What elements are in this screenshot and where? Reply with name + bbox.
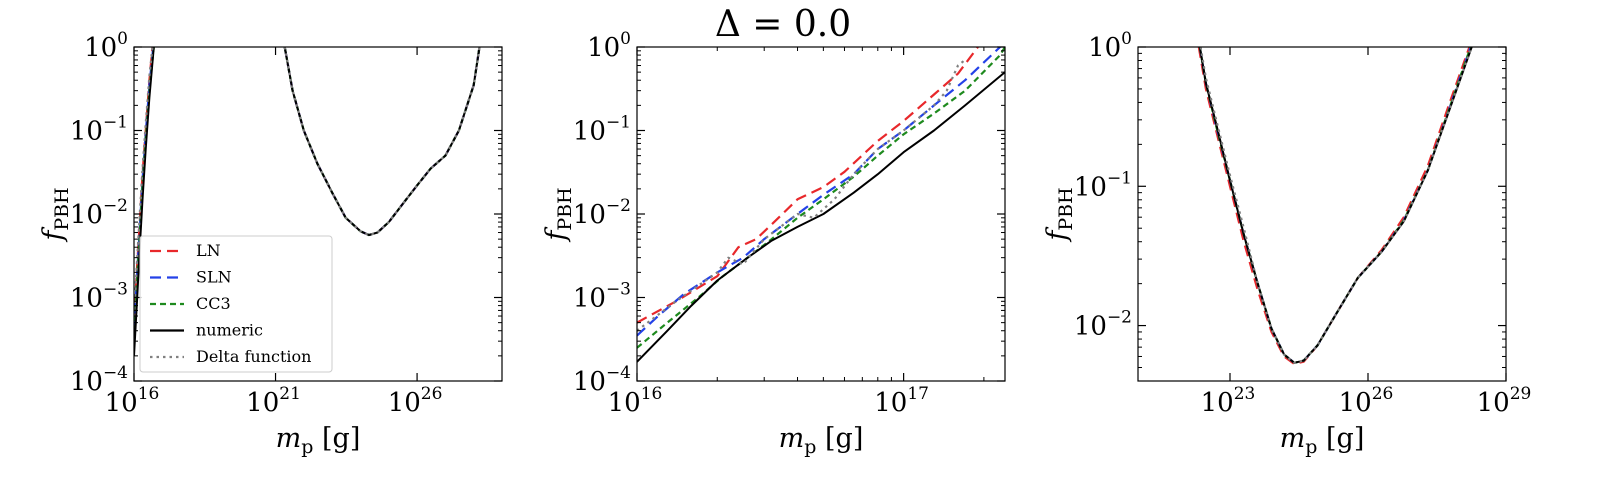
y-tick-label: 10−1 [1074,168,1132,202]
legend-label: Delta function [196,347,311,366]
chart-panel-3: 1023 1026 1029 100 10−1 10−2 mp [g] fPBH [1042,29,1531,458]
series-line-ln [283,47,481,237]
y-axis-label: fPBH [38,187,73,242]
legend-label: SLN [196,268,232,287]
series-line-sln [637,47,1001,337]
legend-label: LN [196,241,221,260]
series-line-cc3 [283,47,481,237]
plot-frame [636,46,1006,382]
series-group [134,47,481,356]
figure-title: Δ = 0.0 [715,4,851,45]
x-tick-label: 1029 [1477,384,1532,418]
y-tick-label: 10−2 [573,196,631,230]
series-group [637,47,1005,363]
series-line-numeric [1198,47,1473,364]
y-tick-label: 100 [587,29,631,63]
x-tick-label: 1021 [246,384,301,418]
y-tick-label: 100 [1088,29,1132,63]
series-line-numeric [283,47,481,236]
y-axis-label: fPBH [541,187,576,242]
y-axis-label: fPBH [1042,187,1077,242]
y-tick-label: 100 [84,29,128,63]
legend-label: CC3 [196,294,231,313]
series-line-delta-function [637,59,966,332]
x-tick-label: 1017 [874,384,929,418]
series-group [1197,47,1473,366]
x-tick-label: 1016 [608,384,663,418]
y-tick-label: 10−2 [1074,308,1132,342]
x-tick-label: 1026 [1339,384,1394,418]
series-line-ln [637,47,979,324]
plot-frame [1137,46,1507,382]
y-tick-label: 10−4 [573,363,631,397]
legend-box [139,235,333,373]
chart-panel-2: 1016 1017 100 10−1 10−2 10−3 10−4 mp [g] fPBH [541,29,1006,458]
series-line-sln [283,47,481,237]
x-tick-label: 1016 [105,384,160,418]
series-line-numeric [637,71,1005,363]
y-tick-label: 10−3 [70,280,128,314]
series-line-delta-function [283,47,481,237]
y-tick-label: 10−4 [70,363,128,397]
y-tick-label: 10−1 [573,113,631,147]
series-line-ln [1197,47,1471,366]
chart-panel-1: 1016 1021 1026 100 10−1 10−2 10−3 10−4 mp [g] fPB… [38,29,503,458]
series-line-delta-function [1199,47,1473,364]
x-tick-label: 1023 [1201,384,1256,418]
legend: LN SLN CC3 numeric Delta function [139,235,333,373]
x-axis-label: mp [g] [779,423,864,458]
x-axis-label: mp [g] [1280,423,1365,458]
series-line-delta-function [134,47,154,317]
legend-label: numeric [196,321,263,340]
x-axis-label: mp [g] [276,423,361,458]
y-tick-label: 10−2 [70,196,128,230]
y-tick-label: 10−1 [70,113,128,147]
y-tick-label: 10−3 [573,280,631,314]
x-tick-label: 1026 [388,384,443,418]
